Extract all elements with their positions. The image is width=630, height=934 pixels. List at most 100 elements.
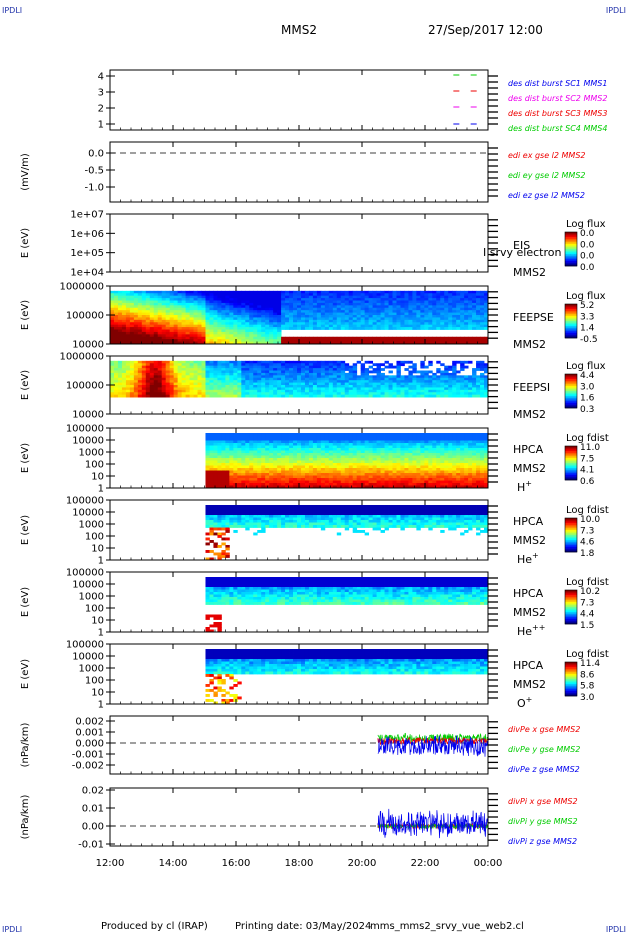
colorbar-tick-label: 0.3	[580, 405, 594, 415]
colorbar-tick-label: 4.4	[580, 371, 595, 381]
legend-entry: divPi z gse MMS2	[508, 837, 577, 846]
instrument-label: HPCA	[513, 659, 544, 672]
y-tick-label: 10	[91, 472, 104, 483]
colorbar-tick-label: 8.6	[580, 670, 595, 680]
legend-burst: des dist burst SC1 MMS1 des dist burst SC…	[508, 79, 607, 133]
colorbar-tick-label: -0.5	[580, 335, 598, 345]
colorbar-tick-label: 0.6	[580, 477, 595, 487]
panel-divpi: 0.02 0.01 0.00 -0.01 (nPa/km)	[20, 786, 498, 851]
panel-eis: 1e+07 1e+06 1e+05 1e+04 E (eV) EIS MMS2 I srvy …	[20, 210, 576, 280]
colorbar-tick-label: 7.3	[580, 526, 594, 536]
y-tick-label: -1.0	[84, 183, 104, 194]
y-tick-label: 1	[98, 700, 104, 711]
colorbar-tick-label: 0.0	[580, 252, 595, 262]
y-tick-label: 100	[85, 676, 104, 687]
y-tick-label: 1	[98, 120, 104, 131]
instrument-spacecraft: MMS2	[513, 266, 546, 279]
colorbar-tick-label: 3.0	[580, 382, 595, 392]
colorbar-tick-label: 0.0	[580, 240, 595, 250]
colorbar-tick-label: 4.4	[580, 610, 595, 620]
instrument-label: FEEPSI	[513, 381, 550, 394]
y-tick-label: -0.5	[84, 166, 104, 177]
y-tick-label: 100000	[66, 311, 104, 322]
instrument-label: HPCA	[513, 443, 544, 456]
y-tick-label: 1e+07	[70, 210, 104, 221]
y-tick-label: 0.00	[82, 822, 104, 833]
y-tick-label: 0.01	[82, 804, 104, 815]
colorbar-title: Log fdist	[566, 649, 609, 660]
colorbar-tick-label: 7.3	[580, 598, 594, 608]
series-line	[377, 735, 489, 757]
instrument-label: HPCA	[513, 587, 544, 600]
time-tick-label: 16:00	[222, 858, 251, 869]
legend-entry: des dist burst SC2 MMS2	[508, 94, 607, 103]
y-tick-label: 100000	[66, 640, 104, 651]
instrument-label: EIS	[513, 239, 530, 252]
corner-label-top-left: IPDLI	[2, 6, 23, 15]
y-tick-label: 10000	[72, 436, 104, 447]
colorbar-title: Log fdist	[566, 433, 609, 444]
time-tick-label: 20:00	[348, 858, 377, 869]
y-axis-label: E (eV)	[20, 515, 31, 545]
y-tick-label: 100	[85, 460, 104, 471]
colorbar-tick-label: 5.8	[580, 682, 595, 692]
panel-feepse: 1000000 100000 10000 E (eV) FEEPSE MMS2	[20, 282, 554, 352]
y-tick-label: 10000	[72, 652, 104, 663]
legend-entry: divPi y gse MMS2	[508, 817, 578, 826]
y-tick-label: 100	[85, 532, 104, 543]
datetime-title: 27/Sep/2017 12:00	[428, 23, 543, 37]
colorbar-title: Log flux	[566, 219, 606, 230]
instrument-spacecraft: MMS2	[513, 678, 546, 691]
legend-entry: edi ez gse l2 MMS2	[508, 191, 585, 200]
y-tick-label: 10000	[72, 340, 104, 351]
instrument-spacecraft: MMS2	[513, 462, 546, 475]
y-tick-label: 3	[98, 88, 104, 99]
corner-label-top-right: IPDLI	[605, 6, 626, 15]
legend-entry: edi ex gse l2 MMS2	[508, 151, 586, 160]
y-tick-label: 1e+05	[70, 248, 104, 259]
y-tick-label: 1	[98, 628, 104, 639]
footer-printing-date: Printing date: 03/May/2024	[235, 921, 372, 932]
y-tick-label: 1000	[79, 592, 104, 603]
panel-edi: 0.0 -0.5 -1.0 (mV/m)	[20, 141, 498, 203]
time-axis: 12:00 14:00 16:00 18:00 20:00 22:00 00:00	[96, 858, 503, 869]
colorbar-title: Log flux	[566, 361, 606, 372]
colorbar-tick-label: 11.0	[580, 443, 600, 453]
y-tick-label: 1	[98, 484, 104, 495]
y-tick-label: 100000	[66, 381, 104, 392]
y-tick-label: 100	[85, 604, 104, 615]
colorbar-tick-label: 4.1	[580, 466, 594, 476]
legend-entry: des dist burst SC3 MMS3	[508, 109, 607, 118]
series-line	[377, 808, 489, 839]
colorbar-tick-label: 1.8	[580, 549, 595, 559]
y-axis-label: (mV/m)	[20, 153, 31, 191]
y-tick-label: -0.002	[72, 761, 104, 772]
colorbar-title: Log flux	[566, 291, 606, 302]
y-tick-label: 0.0	[88, 149, 104, 160]
y-tick-label: 1000	[79, 664, 104, 675]
instrument-spacecraft: MMS2	[513, 606, 546, 619]
panel-burst: 4 3 2 1	[98, 69, 498, 131]
y-tick-label: 2	[98, 104, 104, 115]
species-label: O+	[517, 695, 532, 710]
species-label: H+	[517, 479, 532, 494]
colorbar-tick-label: 1.6	[580, 394, 595, 404]
y-tick-label: 100000	[66, 496, 104, 507]
legend-edi: edi ex gse l2 MMS2 edi ey gse l2 MMS2 edi …	[508, 151, 586, 200]
colorbar-tick-label: 0.0	[580, 263, 595, 273]
y-tick-label: 1000	[79, 448, 104, 459]
time-tick-label: 18:00	[285, 858, 314, 869]
corner-label-bottom-left: IPDLI	[2, 925, 23, 934]
legend-entry: des dist burst SC1 MMS1	[508, 79, 607, 88]
y-axis-label: E (eV)	[20, 443, 31, 473]
y-tick-label: 0.02	[82, 786, 104, 797]
